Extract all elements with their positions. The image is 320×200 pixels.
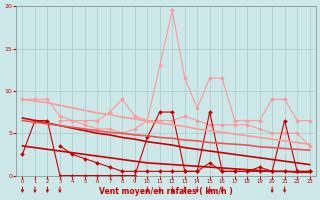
- X-axis label: Vent moyen/en rafales ( km/h ): Vent moyen/en rafales ( km/h ): [99, 187, 233, 196]
